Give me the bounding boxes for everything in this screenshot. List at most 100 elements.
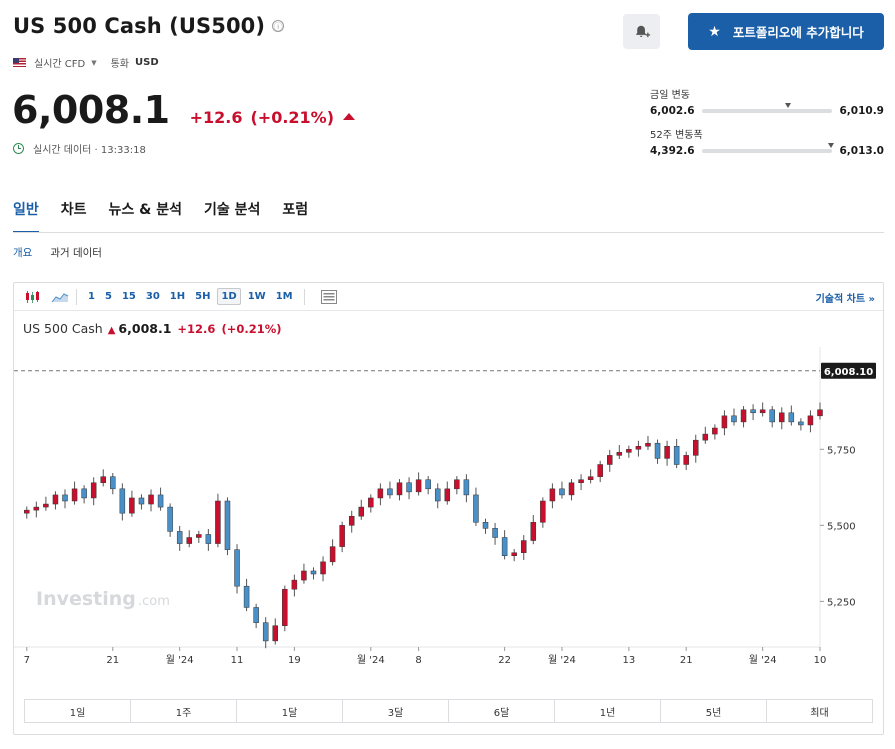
- daily-range-high: 6,010.9: [839, 105, 884, 117]
- x-tick-label: 11: [231, 655, 244, 666]
- candle-body: [291, 579, 298, 590]
- candle-body: [559, 488, 565, 496]
- candle-body: [119, 488, 126, 514]
- timeframe-1m[interactable]: 1M: [275, 291, 293, 302]
- currency-label: 통화: [110, 59, 130, 70]
- candle-body: [52, 494, 59, 505]
- candle-body: [358, 506, 365, 517]
- star-icon: ★: [708, 23, 721, 40]
- candle-body: [138, 497, 145, 505]
- candle-body: [463, 479, 470, 496]
- candle-body: [664, 446, 670, 459]
- y-tick-label: 5,250: [827, 597, 856, 608]
- candle-body: [626, 449, 632, 453]
- candlestick-chart[interactable]: Investing .com 6,008.10 5,250 5,500 5,750 7 21 월…: [14, 347, 883, 692]
- tab-forum[interactable]: 포럼: [282, 202, 309, 218]
- chart-up-arrow-icon: ▲: [107, 325, 116, 336]
- timeframe-1d[interactable]: 1D: [217, 288, 241, 305]
- candle-body: [444, 488, 451, 502]
- period-5y[interactable]: 5년: [661, 700, 767, 722]
- candle-body: [348, 515, 355, 526]
- candle-body: [176, 531, 183, 544]
- tab-technical[interactable]: 기술 분석: [204, 202, 261, 218]
- timeframe-30[interactable]: 30: [145, 291, 160, 302]
- period-3m[interactable]: 3달: [343, 700, 449, 722]
- candle-body: [368, 497, 374, 508]
- candle-body: [673, 446, 680, 465]
- tab-news-analysis[interactable]: 뉴스 & 분석: [108, 202, 183, 218]
- toolbar-separator: [303, 288, 305, 305]
- candle-body: [100, 476, 106, 484]
- timeframe-5[interactable]: 5: [104, 291, 112, 302]
- timeframe-5h[interactable]: 5H: [195, 291, 211, 302]
- candle-body: [731, 415, 737, 423]
- x-tick-label: 21: [680, 655, 693, 666]
- tab-overview[interactable]: 일반: [13, 199, 39, 233]
- candle-body: [387, 488, 393, 496]
- x-tick-label: 월 '24: [548, 654, 576, 666]
- daily-range-marker: [784, 103, 791, 108]
- candle-body: [167, 506, 173, 532]
- candle-body: [759, 409, 766, 414]
- info-icon[interactable]: ⓘ: [272, 20, 285, 33]
- candle-body: [81, 488, 87, 499]
- y-tick-label: 5,500: [827, 521, 856, 532]
- candle-body: [807, 415, 814, 426]
- candle-body: [712, 427, 718, 435]
- tab-chart[interactable]: 차트: [60, 202, 87, 218]
- candle-body: [310, 570, 317, 575]
- toolbar-separator: [76, 288, 77, 305]
- last-price: 6,008.1: [12, 88, 170, 132]
- period-1w[interactable]: 1주: [131, 700, 237, 722]
- main-tabs: 일반 차트 뉴스 & 분석 기술 분석 포럼: [13, 199, 330, 233]
- candle-body: [740, 409, 747, 423]
- subtab-summary[interactable]: 개요: [13, 247, 33, 259]
- candle-body: [110, 476, 116, 490]
- period-1m[interactable]: 1달: [237, 700, 343, 722]
- week52-range-marker: [828, 143, 835, 148]
- candle-body: [243, 585, 250, 608]
- candle-body: [530, 522, 537, 541]
- candle-body: [205, 534, 212, 544]
- timeframe-1w[interactable]: 1W: [247, 291, 266, 302]
- week52-range-label: 52주 변동폭: [650, 130, 703, 141]
- x-tick-label: 10: [814, 655, 827, 666]
- candle-body: [683, 455, 689, 465]
- candle-body: [425, 479, 431, 490]
- candle-body: [587, 476, 594, 480]
- candle-body: [798, 421, 804, 426]
- period-selector: 1일 1주 1달 3달 6달 1년 5년 최대: [24, 699, 873, 723]
- timeframe-1[interactable]: 1: [88, 291, 95, 302]
- candlestick-chart-icon[interactable]: [22, 287, 42, 307]
- timeframe-15[interactable]: 15: [121, 291, 136, 302]
- period-1d[interactable]: 1일: [25, 700, 131, 722]
- alert-button[interactable]: [623, 14, 660, 49]
- candle-body: [196, 534, 202, 538]
- candle-body: [606, 455, 613, 465]
- candle-body: [62, 494, 68, 502]
- period-1y[interactable]: 1년: [555, 700, 661, 722]
- candle-body: [234, 549, 240, 587]
- week52-range-low: 4,392.6: [650, 145, 695, 157]
- subtab-historical-data[interactable]: 과거 데이터: [50, 247, 102, 259]
- chart-toolbar: 1 5 15 30 1H 5H 1D 1W 1M 기술적 차트 »: [14, 283, 883, 311]
- daily-range-track: [701, 103, 833, 113]
- candle-body: [215, 500, 221, 544]
- candle-body: [282, 588, 288, 626]
- technical-chart-link[interactable]: 기술적 차트 »: [815, 294, 875, 305]
- timeframe-1h[interactable]: 1H: [169, 291, 186, 302]
- area-chart-icon[interactable]: [50, 287, 70, 307]
- candle-body: [43, 503, 49, 508]
- add-to-portfolio-button[interactable]: ★ 포트폴리오에 추가합니다: [688, 13, 884, 50]
- add-to-portfolio-label: 포트폴리오에 추가합니다: [732, 25, 864, 40]
- period-6m[interactable]: 6달: [449, 700, 555, 722]
- chevron-down-icon[interactable]: ▼: [91, 58, 97, 67]
- price-change-percent: (+0.21%): [250, 108, 335, 127]
- period-max[interactable]: 최대: [810, 707, 829, 719]
- x-tick-label: 22: [498, 655, 511, 666]
- quote-row: 6,008.1 +12.6 (+0.21%): [12, 88, 356, 132]
- market-type-select[interactable]: 실시간 CFD: [34, 59, 86, 70]
- candle-body: [501, 537, 508, 556]
- table-view-icon[interactable]: [319, 287, 339, 307]
- last-price-tag: [821, 362, 876, 379]
